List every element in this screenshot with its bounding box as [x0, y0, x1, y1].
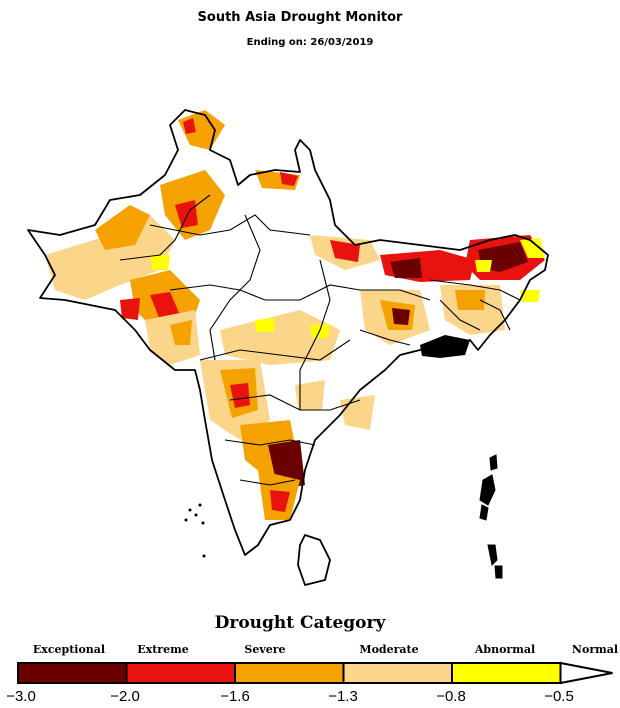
lakshadweep-islands: [184, 503, 206, 558]
legend-swatch-exceptional: [17, 662, 128, 684]
legend-color-bar: [17, 661, 613, 685]
sri-lanka-outline: [297, 534, 331, 586]
legend-title: Drought Category: [214, 613, 386, 633]
legend-tick: −3.0: [6, 688, 36, 705]
legend-swatch-severe: [234, 662, 345, 684]
legend-tick: −1.6: [220, 688, 250, 705]
legend-label-normal: Normal: [571, 643, 619, 656]
legend-tick: −2.0: [110, 688, 140, 705]
internal-borders: [119, 194, 521, 486]
legend-label-abnormal: Abnormal: [474, 643, 536, 656]
drought-shading: [45, 110, 545, 520]
legend-swatch-normal: [559, 661, 613, 685]
legend-tick: −0.8: [436, 688, 466, 705]
legend-label-moderate: Moderate: [359, 643, 419, 656]
legend-tick: −1.3: [328, 688, 358, 705]
legend-label-extreme: Extreme: [137, 643, 189, 656]
map-subtitle: Ending on: 26/03/2019: [246, 37, 374, 48]
legend-swatch-moderate: [342, 662, 453, 684]
region-outline: [27, 109, 549, 586]
legend-swatch-abnormal: [451, 662, 562, 684]
legend-tick: −0.5: [544, 688, 574, 705]
legend-swatch-extreme: [125, 662, 236, 684]
legend-label-exceptional: Exceptional: [32, 643, 106, 656]
andaman-islands: [479, 454, 503, 579]
map-title: South Asia Drought Monitor: [197, 10, 403, 25]
legend-label-severe: Severe: [244, 643, 286, 656]
